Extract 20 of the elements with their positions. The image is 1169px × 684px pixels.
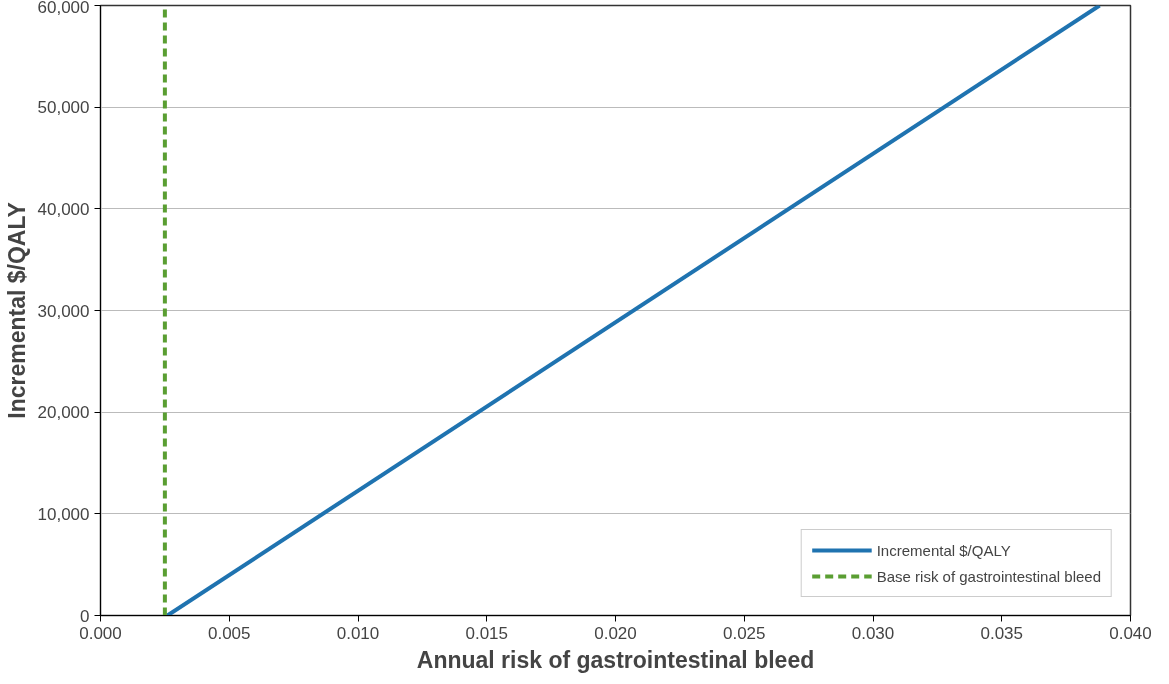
x-axis-title: Annual risk of gastrointestinal bleed	[416, 646, 815, 673]
legend-label: Base risk of gastrointestinal bleed	[876, 567, 1101, 585]
x-tick-label: 0.035	[980, 623, 1024, 643]
y-tick-label: 0	[80, 606, 90, 626]
x-tick-label: 0.030	[851, 623, 895, 643]
x-tick-label: 0.000	[79, 623, 122, 643]
y-tick-label: 50,000	[37, 98, 90, 118]
x-tick-label: 0.005	[207, 623, 251, 643]
y-axis-title: Incremental $/QALY	[3, 202, 30, 419]
y-tick-label: 60,000	[37, 0, 90, 17]
y-tick-label: 10,000	[37, 504, 90, 524]
x-tick-label: 0.015	[465, 623, 509, 643]
x-tick-label: 0.040	[1109, 623, 1152, 643]
y-tick-label: 20,000	[37, 403, 90, 423]
y-tick-label: 30,000	[37, 301, 90, 321]
x-tick-label: 0.020	[594, 623, 637, 643]
legend-label: Incremental $/QALY	[876, 541, 1011, 559]
y-tick-label: 40,000	[37, 199, 90, 219]
x-tick-label: 0.010	[336, 623, 380, 643]
x-tick-label: 0.025	[722, 623, 766, 643]
